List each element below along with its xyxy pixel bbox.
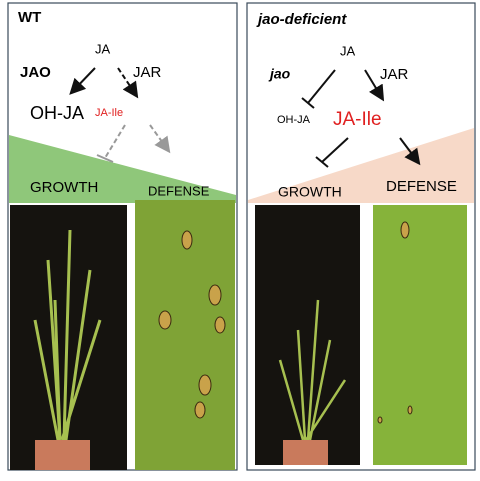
node-oh-ja: OH-JA bbox=[30, 103, 84, 123]
panel-title: jao-deficient bbox=[256, 11, 347, 28]
defense-wedge bbox=[248, 128, 474, 203]
defense-label: DEFENSE bbox=[148, 183, 210, 198]
arrow bbox=[364, 69, 385, 102]
inhibit-bar bbox=[96, 154, 114, 163]
arrow bbox=[399, 137, 421, 166]
enzyme-label: JAR bbox=[133, 64, 162, 81]
node-ja: JA bbox=[340, 43, 356, 58]
inhibit-bar bbox=[301, 97, 315, 109]
growth-wedge bbox=[9, 135, 236, 203]
growth-label: GROWTH bbox=[30, 179, 98, 196]
arrow bbox=[117, 67, 139, 99]
enzyme-label: JAR bbox=[380, 66, 409, 83]
inhibit-line bbox=[321, 137, 349, 163]
defense-label: DEFENSE bbox=[386, 178, 457, 195]
plant-leaves bbox=[278, 299, 347, 441]
inhibit-line bbox=[104, 124, 126, 159]
enzyme-label: JAO bbox=[20, 64, 51, 81]
node-ja: JA bbox=[95, 41, 111, 56]
lesions bbox=[377, 221, 413, 424]
inhibit-line bbox=[307, 69, 336, 104]
enzyme-label: jao bbox=[268, 66, 291, 82]
plant-photo bbox=[255, 205, 360, 465]
plant-leaves bbox=[33, 229, 102, 441]
arrow bbox=[69, 67, 96, 95]
node-ja-ile: JA-Ile bbox=[333, 109, 382, 130]
leaf-photo bbox=[373, 205, 467, 465]
arrow bbox=[149, 124, 171, 154]
inhibit-bar bbox=[315, 156, 329, 168]
panel-title: WT bbox=[18, 9, 41, 26]
lesions bbox=[158, 230, 226, 419]
growth-label: GROWTH bbox=[278, 184, 342, 200]
pot bbox=[35, 440, 90, 470]
node-ja-ile: JA-Ile bbox=[95, 107, 123, 119]
node-oh-ja: OH-JA bbox=[277, 114, 311, 126]
pot bbox=[283, 440, 328, 465]
